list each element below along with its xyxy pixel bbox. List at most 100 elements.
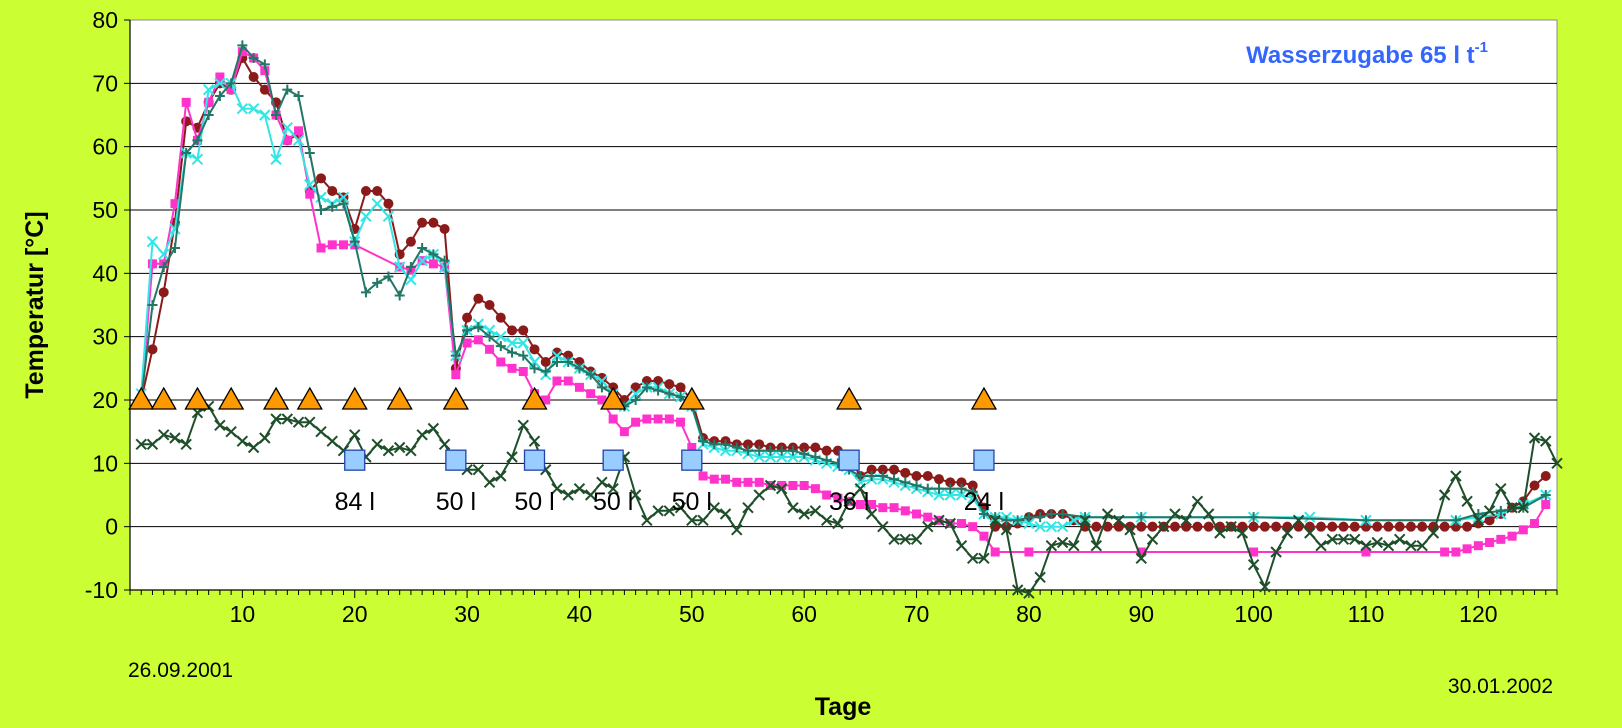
label-group: 84 l 50 l 50 l 50 l 50 l 36 l 24 l	[335, 488, 1005, 516]
data-point	[1034, 520, 1046, 533]
data-point	[1249, 547, 1259, 557]
data-point	[382, 444, 395, 457]
data-point	[506, 337, 518, 349]
data-point	[529, 344, 540, 355]
y-tick-label: 10	[92, 450, 118, 476]
data-point	[934, 474, 945, 485]
data-point	[719, 508, 732, 520]
data-point	[1012, 515, 1023, 526]
data-point	[1259, 521, 1270, 532]
data-point	[664, 388, 675, 399]
data-point	[911, 480, 922, 491]
data-point	[495, 341, 506, 352]
data-point	[169, 243, 180, 253]
data-point	[259, 59, 270, 70]
data-point	[742, 445, 753, 456]
data-point	[405, 444, 417, 457]
data-point	[495, 470, 507, 482]
data-point	[1506, 501, 1518, 514]
data-point	[877, 471, 888, 481]
data-point	[1382, 539, 1395, 552]
x-tick-label: 10	[230, 601, 256, 627]
data-point	[574, 363, 585, 374]
data-point	[563, 376, 573, 386]
data-point	[305, 189, 315, 199]
data-point	[1349, 521, 1360, 532]
data-point	[135, 438, 147, 451]
triangle-marker	[150, 386, 177, 410]
data-point	[1326, 533, 1338, 546]
data-point	[393, 441, 406, 454]
data-point	[596, 476, 608, 489]
data-point	[1056, 536, 1069, 549]
data-point	[293, 91, 304, 101]
data-point	[698, 471, 708, 481]
data-point	[674, 501, 687, 514]
data-point	[394, 290, 405, 301]
data-point	[686, 514, 698, 527]
data-point	[483, 476, 496, 489]
data-point	[889, 474, 900, 485]
data-point	[944, 489, 956, 501]
data-point	[630, 395, 641, 405]
data-point	[1001, 521, 1012, 532]
data-point	[146, 235, 159, 248]
data-point	[855, 471, 866, 481]
data-point	[1438, 489, 1451, 501]
data-point	[1495, 505, 1506, 516]
data-point	[642, 414, 652, 424]
data-point	[732, 477, 742, 487]
data-point	[507, 347, 518, 358]
data-point	[810, 442, 821, 453]
data-point	[867, 500, 877, 509]
data-point	[1316, 521, 1327, 532]
data-point	[709, 474, 719, 484]
data-point	[1518, 525, 1528, 535]
data-point	[1349, 533, 1361, 546]
data-point	[731, 442, 742, 453]
data-point	[776, 445, 787, 456]
data-point	[158, 262, 169, 272]
data-point	[754, 439, 765, 450]
start-date: 26.09.2001	[128, 659, 233, 682]
data-point	[551, 482, 563, 495]
data-point	[888, 533, 900, 546]
y-tick-label: -10	[85, 577, 118, 603]
data-point	[1485, 538, 1495, 547]
data-point	[1528, 432, 1541, 444]
data-point	[215, 72, 225, 82]
data-point	[259, 84, 270, 95]
data-point	[1225, 520, 1237, 533]
data-point	[1024, 547, 1034, 557]
data-point	[495, 330, 507, 343]
data-point	[854, 482, 867, 495]
data-point	[292, 134, 305, 147]
data-point	[1146, 533, 1159, 546]
triangle-marker	[678, 386, 705, 410]
data-point	[990, 547, 1000, 557]
data-point	[911, 471, 922, 481]
square-marker	[838, 449, 860, 471]
data-point	[653, 385, 664, 396]
data-point	[438, 438, 451, 451]
data-point	[967, 486, 978, 497]
data-point	[687, 443, 697, 452]
data-point	[765, 445, 776, 456]
data-point	[1281, 527, 1294, 539]
data-point	[955, 489, 968, 501]
data-point	[945, 483, 956, 494]
data-point	[484, 300, 495, 310]
data-point	[573, 482, 586, 495]
data-point	[517, 419, 529, 432]
data-point	[1507, 531, 1517, 541]
data-point	[1517, 501, 1529, 514]
triangle-marker	[386, 386, 413, 410]
data-point	[1327, 521, 1338, 532]
data-point	[1530, 519, 1540, 528]
data-point	[237, 40, 248, 51]
data-point	[584, 489, 597, 501]
data-point	[900, 467, 911, 478]
data-point	[822, 490, 832, 500]
data-point	[529, 363, 540, 374]
data-point	[922, 483, 933, 494]
